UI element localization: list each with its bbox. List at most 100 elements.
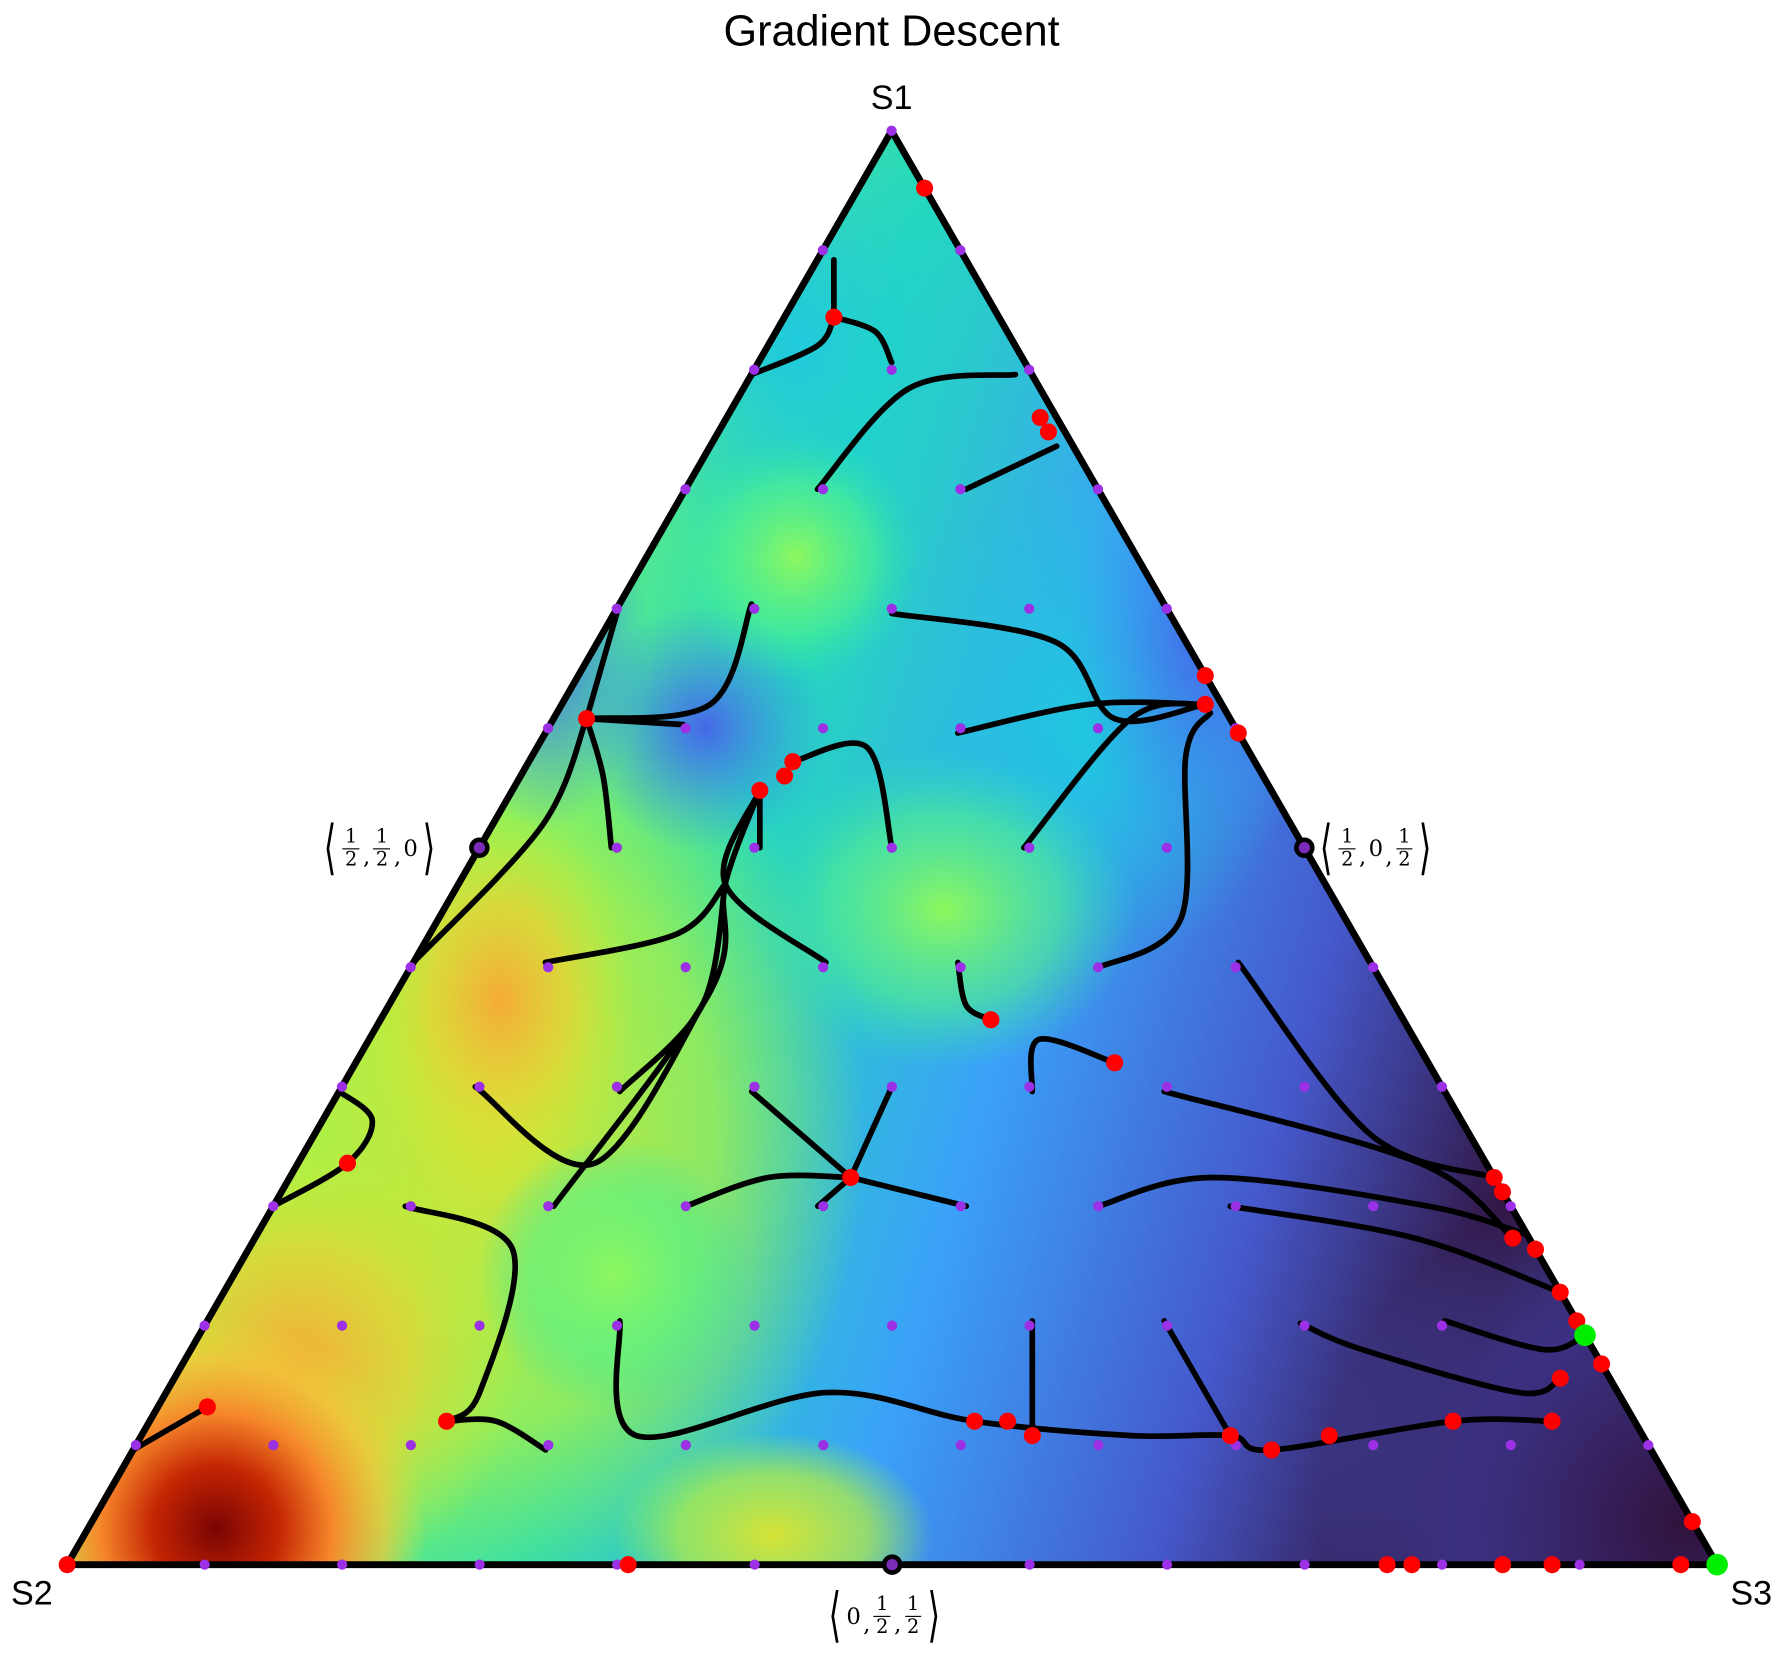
vertex-label-s2: S2 [11,1574,53,1612]
trajectory-path [583,601,755,722]
start-point [1161,1320,1173,1331]
start-point [1299,1559,1310,1570]
trajectory-path [1235,959,1498,1181]
end-point [751,781,769,799]
start-point [818,962,829,973]
trajectory-path [814,371,1019,493]
start-point [886,364,897,375]
chart-title: Gradient Descent [723,7,1059,55]
start-point [130,1440,141,1451]
start-point [955,1440,966,1451]
start-point [886,603,897,614]
midpoint-label-s2-s3: ⟨ 0, 1 2, 1 2 ⟩ [828,1581,941,1650]
end-point [1106,1054,1124,1072]
start-point [680,1201,691,1212]
start-point [1161,603,1172,614]
end-point [1378,1556,1396,1574]
end-point [1229,724,1247,742]
end-point [1031,409,1049,427]
end-point [619,1556,637,1574]
trajectory-path [831,314,895,366]
end-point [1039,423,1057,441]
vertex-label-s1: S1 [871,79,913,117]
end-point [1221,1427,1239,1445]
start-point [405,962,416,973]
end-point [825,308,843,326]
trajectory-path [550,787,763,1210]
end-point [1672,1556,1690,1574]
end-point [776,767,794,785]
start-point [268,1201,279,1212]
start-point [886,842,897,853]
start-point [199,1320,210,1331]
start-point [1368,962,1379,973]
start-point [611,1320,623,1331]
start-point [749,364,760,375]
end-point [198,1398,216,1416]
trajectory-path [1021,700,1209,851]
start-point [749,842,760,853]
start-point [336,1081,348,1092]
start-point [1643,1440,1654,1451]
start-point [1230,962,1241,973]
end-point [58,1556,76,1574]
start-point [818,1201,829,1212]
trajectory-path [410,715,590,966]
midpoint-label-s1-s3: ⟨ 1 2, 0, 1 2 ⟩ [1319,814,1432,883]
end-point [1551,1369,1569,1387]
start-point [542,723,554,734]
start-point [1161,1081,1173,1092]
start-point [543,962,554,973]
start-point [1162,1559,1173,1570]
start-point [336,1320,348,1331]
start-point [1024,842,1035,853]
trajectory-path [1161,1088,1516,1241]
end-points [58,179,1701,1574]
start-point [474,1081,485,1092]
trajectory-path [789,740,895,851]
start-point [1505,1201,1516,1212]
start-point [749,1559,760,1570]
heatmap [67,130,1718,1565]
start-point [543,1440,554,1451]
vertex-label-s3: S3 [1730,1574,1772,1612]
start-point [612,1559,623,1570]
end-point [1444,1412,1462,1430]
end-point [982,1011,1000,1029]
trajectory-path [542,881,729,966]
start-point [1093,1440,1104,1451]
end-point [1683,1513,1701,1531]
trajectory-path [472,988,714,1169]
midpoint-label-s1-s2: ⟨ 1 2, 1 2, 0 ⟩ [323,814,436,883]
start-point [1299,1320,1310,1331]
trajectory-path [682,1172,854,1210]
optimum-point [1574,1324,1596,1347]
end-point [966,1412,984,1430]
start-point [1368,1201,1379,1212]
end-point [784,753,802,771]
start-point [1092,723,1104,734]
start-point [955,962,966,973]
start-point [817,484,829,495]
midpoint-marker [881,1554,903,1575]
start-point [1093,1201,1104,1212]
end-point [1593,1355,1611,1373]
start-point [474,1559,485,1570]
midpoint-marker [469,837,490,858]
start-point [268,1440,279,1451]
start-point [818,1440,829,1451]
start-point [955,723,966,734]
trajectory-path [1441,1318,1588,1353]
start-point [955,245,966,256]
start-point [199,1559,210,1570]
start-point [1161,842,1172,853]
end-point [1493,1183,1511,1201]
start-point [1024,1081,1035,1092]
midpoint-marker [1294,837,1315,858]
trajectory-path [1297,1320,1564,1397]
start-point [1230,1201,1241,1212]
end-point [916,179,934,197]
start-point [1505,1440,1516,1451]
start-point [680,962,691,973]
end-point [1023,1427,1041,1445]
